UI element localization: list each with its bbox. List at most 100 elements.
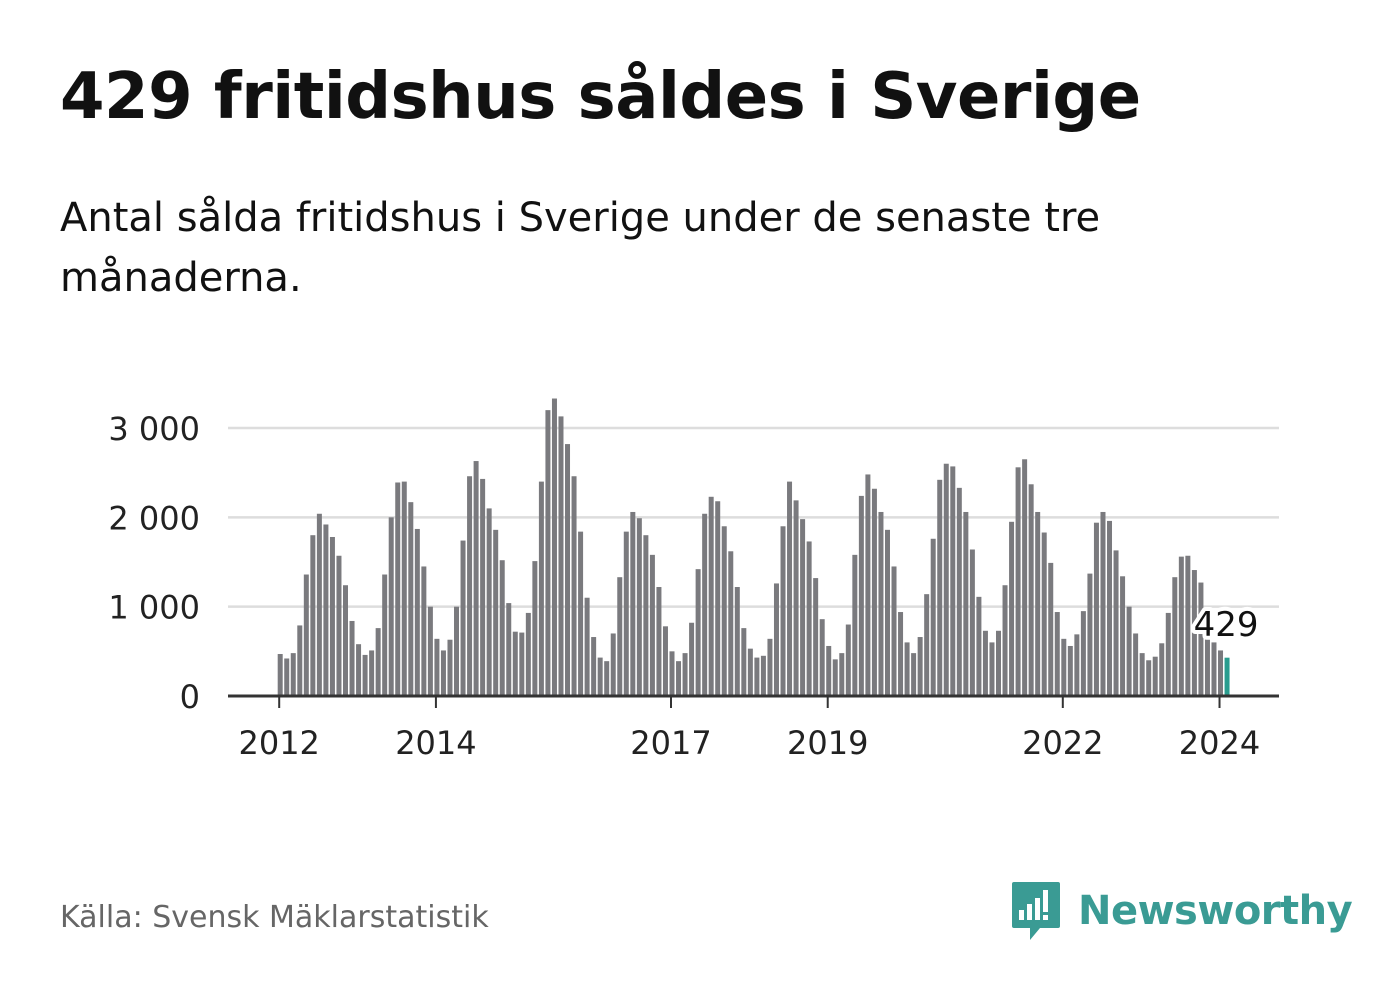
- bar: [689, 622, 695, 696]
- y-tick-label: 3 000: [108, 410, 200, 448]
- bar: [1133, 633, 1139, 696]
- bar: [303, 574, 309, 696]
- brand-name: Newsworthy: [1078, 888, 1353, 934]
- bar: [917, 637, 923, 696]
- bar: [401, 481, 407, 696]
- bar: [1028, 484, 1034, 696]
- bar: [826, 645, 832, 696]
- bar: [819, 619, 825, 696]
- bar: [636, 518, 642, 696]
- bar: [290, 653, 296, 696]
- bar: [982, 630, 988, 696]
- bar: [1048, 562, 1054, 696]
- x-tick-label: 2024: [1179, 724, 1260, 762]
- bar: [454, 606, 460, 696]
- y-tick-label: 0: [180, 678, 200, 716]
- bar: [486, 508, 492, 696]
- bar: [1146, 660, 1152, 696]
- bar: [1172, 577, 1178, 696]
- bar: [297, 625, 303, 696]
- bar: [408, 502, 414, 696]
- bar: [1087, 573, 1093, 696]
- bar: [943, 463, 949, 696]
- bar: [1185, 555, 1191, 696]
- bar: [773, 583, 779, 696]
- bar: [898, 612, 904, 696]
- x-tick-label: 2017: [630, 724, 711, 762]
- bar-layer: [277, 398, 1230, 696]
- bar: [800, 519, 806, 696]
- bar: [584, 597, 590, 696]
- bar: [787, 481, 793, 696]
- bar: [643, 535, 649, 696]
- x-tick-label: 2019: [787, 724, 868, 762]
- bar: [852, 554, 858, 696]
- bar: [1107, 520, 1113, 696]
- bar: [832, 659, 838, 696]
- bar: [538, 481, 544, 696]
- bar: [414, 528, 420, 696]
- newsworthy-logo: Newsworthy: [1010, 876, 1353, 946]
- bar: [845, 624, 851, 696]
- bar: [669, 651, 675, 696]
- bar: [682, 653, 688, 696]
- bar: [1191, 570, 1197, 696]
- x-axis-ticks: 2012 2014 2017 2019 2022 2024: [238, 696, 1260, 762]
- bar: [1093, 522, 1099, 696]
- bar: [565, 444, 571, 696]
- bar: [780, 526, 786, 696]
- bar: [571, 476, 577, 696]
- bar: [1204, 616, 1210, 696]
- bar: [1041, 532, 1047, 696]
- bar: [1015, 467, 1021, 696]
- bar: [1165, 612, 1171, 696]
- bar: [649, 554, 655, 696]
- bar: [924, 594, 930, 696]
- bar: [499, 560, 505, 696]
- bar: [591, 637, 597, 696]
- bar: [1002, 585, 1008, 696]
- bar: [858, 495, 864, 696]
- bar: [329, 536, 335, 696]
- bar: [519, 632, 525, 696]
- bar: [904, 642, 910, 696]
- bar: [349, 620, 355, 696]
- bar: [1035, 511, 1041, 696]
- bar: [878, 511, 884, 696]
- x-tick-label: 2014: [395, 724, 476, 762]
- bar: [1120, 576, 1126, 696]
- bar: [702, 513, 708, 696]
- bar: [747, 648, 753, 696]
- bar: [362, 654, 368, 696]
- bar: [1126, 606, 1132, 696]
- bar: [963, 511, 969, 696]
- bar: [323, 524, 329, 696]
- bar: [310, 535, 316, 696]
- bar: [512, 631, 518, 696]
- bar: [395, 482, 401, 696]
- x-tick-label: 2022: [1022, 724, 1103, 762]
- bar: [676, 661, 682, 696]
- bar: [1054, 612, 1060, 696]
- bar: [427, 606, 433, 696]
- bar: [1074, 634, 1080, 696]
- bar: [460, 540, 466, 696]
- bar: [734, 587, 740, 696]
- bar: [1218, 650, 1224, 696]
- bar: [467, 476, 473, 696]
- bar: [551, 398, 557, 696]
- bar: [578, 531, 584, 696]
- bar: [1113, 550, 1119, 696]
- bar: [1080, 611, 1086, 696]
- bar: [597, 657, 603, 696]
- bar: [1178, 556, 1184, 696]
- bar: [969, 549, 975, 696]
- bar: [316, 513, 322, 696]
- bar: [930, 538, 936, 696]
- bar: [1139, 653, 1145, 696]
- bar: [558, 416, 564, 696]
- bar: [956, 487, 962, 696]
- bar: [662, 626, 668, 696]
- bar: [865, 474, 871, 696]
